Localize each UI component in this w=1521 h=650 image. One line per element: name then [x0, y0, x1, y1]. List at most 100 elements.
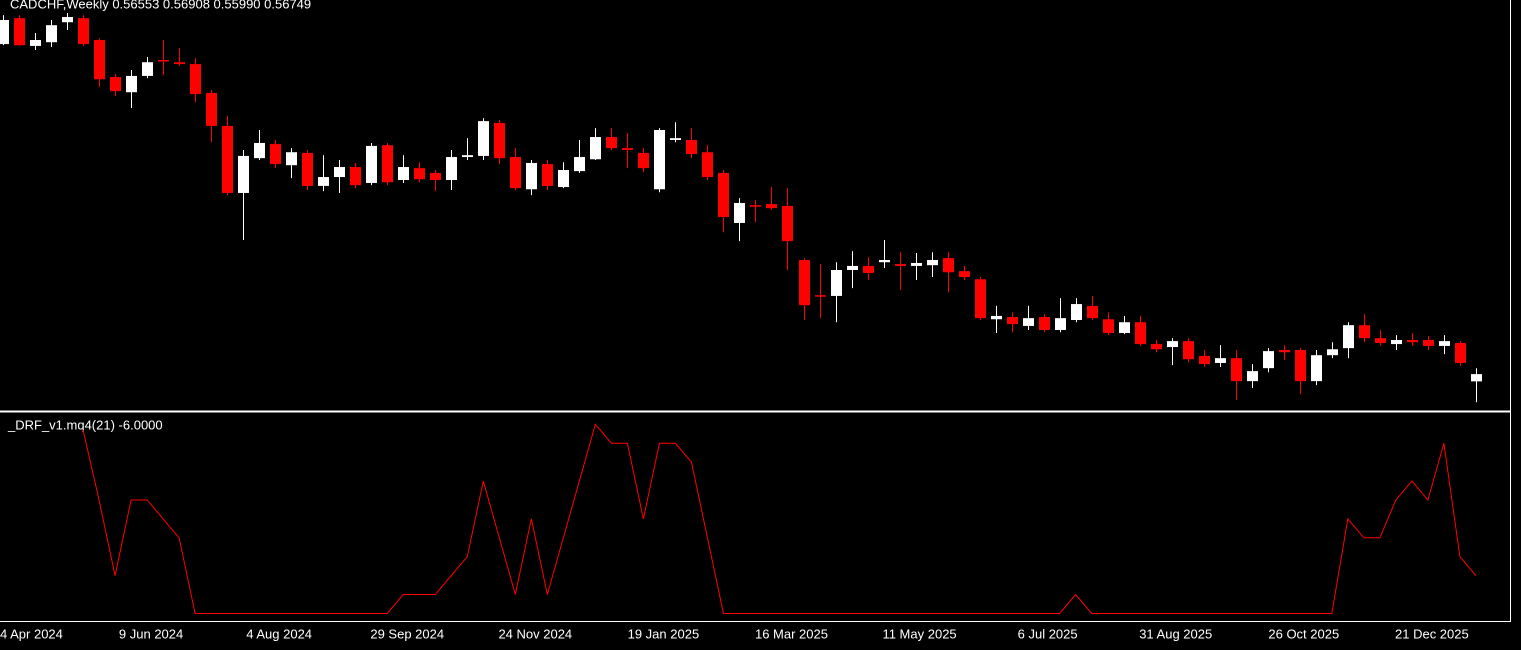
candle-body	[286, 152, 297, 166]
candle-body	[174, 62, 185, 65]
candle-body	[222, 125, 233, 193]
chart-title: CADCHF,Weekly 0.56553 0.56908 0.55990 0.…	[10, 0, 311, 11]
candle-body	[799, 260, 810, 306]
candle-body	[1359, 325, 1370, 339]
candle-body	[1391, 340, 1402, 345]
candle-body	[238, 155, 249, 193]
candle-body	[574, 157, 585, 172]
candle-body	[622, 148, 633, 150]
candle-body	[110, 77, 121, 92]
candle-body	[142, 62, 153, 76]
candle-body	[927, 260, 938, 266]
candle-body	[526, 162, 537, 190]
candle-body	[1263, 351, 1274, 369]
candle-body	[750, 205, 761, 207]
candle-body	[62, 17, 73, 23]
candle-body	[462, 155, 473, 158]
candle-body	[590, 137, 601, 160]
candle-body	[959, 271, 970, 278]
candle-body	[1231, 358, 1242, 382]
candle-body	[1087, 305, 1098, 319]
x-tick-label: 26 Oct 2025	[1268, 626, 1339, 641]
candle-body	[1279, 350, 1290, 353]
candle-body	[334, 167, 345, 178]
candle-body	[606, 137, 617, 149]
candle-body	[1247, 371, 1258, 382]
indicator-label: _DRF_v1.mq4(21) -6.0000	[7, 417, 163, 432]
candle-body	[1007, 317, 1018, 325]
candle-body	[0, 20, 9, 45]
candle-body	[318, 177, 329, 186]
candle-body	[398, 167, 409, 180]
candle-body	[847, 265, 858, 270]
candle-body	[494, 122, 505, 159]
x-tick-label: 29 Sep 2024	[370, 626, 444, 641]
candle-body	[1103, 319, 1114, 333]
candle-body	[1295, 350, 1306, 382]
candle-body	[46, 25, 57, 43]
candle-body	[831, 270, 842, 296]
candle-body	[430, 172, 441, 180]
candle-body	[1343, 325, 1354, 349]
candle-body	[1183, 341, 1194, 360]
candle-body	[1055, 318, 1066, 330]
candle-body	[1439, 341, 1450, 346]
candle-body	[991, 315, 1002, 320]
candle-body	[206, 92, 217, 126]
candle-body	[270, 144, 281, 165]
candle-body	[702, 152, 713, 178]
x-tick-label: 6 Jul 2025	[1018, 626, 1078, 641]
candle-body	[766, 204, 777, 209]
candle-body	[1471, 374, 1482, 382]
x-tick-label: 24 Nov 2024	[498, 626, 572, 641]
candle-body	[1023, 318, 1034, 326]
candle-body	[1119, 322, 1130, 333]
candle-body	[1071, 304, 1082, 320]
candle-body	[911, 262, 922, 266]
x-tick-label: 4 Aug 2024	[246, 626, 312, 641]
candle-body	[686, 140, 697, 155]
x-tick-label: 19 Jan 2025	[628, 626, 700, 641]
candle-body	[78, 18, 89, 45]
candle-body	[879, 260, 890, 263]
candle-body	[1423, 340, 1434, 346]
candle-body	[975, 279, 986, 319]
candle-body	[190, 64, 201, 95]
candle-body	[1215, 358, 1226, 363]
candle-body	[30, 40, 41, 46]
candle-body	[510, 157, 521, 189]
x-tick-label: 21 Dec 2025	[1395, 626, 1469, 641]
candle-body	[302, 152, 313, 186]
candle-body	[782, 205, 793, 242]
candle-body	[254, 142, 265, 159]
x-tick-label: 4 Apr 2024	[0, 626, 63, 641]
candle-body	[1327, 349, 1338, 356]
candle-body	[670, 138, 681, 140]
x-tick-label: 9 Jun 2024	[119, 626, 183, 641]
candle-body	[1407, 340, 1418, 343]
candle-body	[478, 121, 489, 156]
candle-body	[350, 167, 361, 186]
candle-body	[815, 295, 826, 297]
candle-body	[542, 164, 553, 186]
x-tick-label: 11 May 2025	[882, 626, 956, 641]
candle-body	[718, 172, 729, 218]
candle-body	[734, 202, 745, 223]
x-tick-label: 16 Mar 2025	[755, 626, 828, 641]
candle-body	[943, 258, 954, 273]
x-tick-label: 31 Aug 2025	[1139, 626, 1212, 641]
candle-body	[446, 157, 457, 180]
candle-body	[382, 145, 393, 183]
candle-body	[863, 265, 874, 273]
candle-body	[638, 152, 649, 169]
candle-body	[1135, 322, 1146, 345]
candle-body	[654, 130, 665, 190]
candle-body	[126, 75, 137, 93]
candle-body	[1455, 342, 1466, 363]
candle-body	[94, 40, 105, 80]
candle-body	[895, 264, 906, 266]
candle-body	[1151, 344, 1162, 350]
candle-body	[14, 18, 25, 46]
